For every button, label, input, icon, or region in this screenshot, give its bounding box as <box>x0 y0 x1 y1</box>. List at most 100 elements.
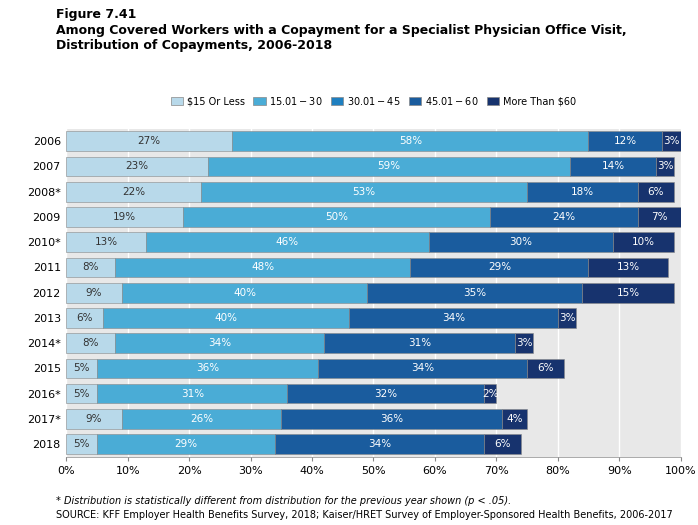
Text: 36%: 36% <box>196 363 219 373</box>
Bar <box>66 156 207 176</box>
Legend: $15 Or Less, $15.01 - $30, $30.01 - $45, $45.01 - $60, More Than $60: $15 Or Less, $15.01 - $30, $30.01 - $45,… <box>167 91 580 111</box>
Text: 15%: 15% <box>617 288 640 298</box>
Text: 10%: 10% <box>632 237 655 247</box>
Bar <box>588 258 668 277</box>
Bar <box>318 359 527 378</box>
Text: 22%: 22% <box>122 187 145 197</box>
Text: 53%: 53% <box>352 187 376 197</box>
Text: 6%: 6% <box>77 313 93 323</box>
Text: Among Covered Workers with a Copayment for a Specialist Physician Office Visit,: Among Covered Workers with a Copayment f… <box>56 24 627 37</box>
Bar <box>662 131 681 151</box>
Text: 24%: 24% <box>552 212 575 222</box>
Bar <box>66 409 121 429</box>
Text: 9%: 9% <box>86 414 102 424</box>
Bar <box>281 409 503 429</box>
Bar <box>429 233 613 252</box>
Bar <box>637 207 681 227</box>
Text: * Distribution is statistically different from distribution for the previous yea: * Distribution is statistically differen… <box>56 496 511 506</box>
Bar <box>121 283 367 302</box>
Bar <box>207 156 570 176</box>
Bar <box>613 233 674 252</box>
Bar <box>410 258 588 277</box>
Text: 30%: 30% <box>510 237 533 247</box>
Bar <box>232 131 588 151</box>
Text: 14%: 14% <box>602 162 625 172</box>
Text: 8%: 8% <box>82 338 99 348</box>
Bar <box>288 384 484 404</box>
Text: 5%: 5% <box>73 439 90 449</box>
Bar <box>66 207 183 227</box>
Text: 8%: 8% <box>82 262 99 272</box>
Bar <box>325 333 514 353</box>
Text: 34%: 34% <box>368 439 391 449</box>
Text: 46%: 46% <box>276 237 299 247</box>
Bar <box>115 333 325 353</box>
Text: 29%: 29% <box>174 439 198 449</box>
Bar <box>490 207 637 227</box>
Bar <box>558 308 576 328</box>
Text: 3%: 3% <box>657 162 674 172</box>
Bar <box>66 434 97 454</box>
Text: 6%: 6% <box>494 439 511 449</box>
Bar <box>121 409 281 429</box>
Text: 13%: 13% <box>95 237 118 247</box>
Text: 48%: 48% <box>251 262 274 272</box>
Bar <box>66 182 202 202</box>
Text: 6%: 6% <box>537 363 554 373</box>
Text: 7%: 7% <box>651 212 667 222</box>
Bar <box>275 434 484 454</box>
Text: 31%: 31% <box>181 388 204 398</box>
Bar <box>97 359 318 378</box>
Text: 12%: 12% <box>614 136 637 146</box>
Bar <box>484 384 496 404</box>
Bar <box>514 333 533 353</box>
Text: 29%: 29% <box>488 262 511 272</box>
Bar <box>527 359 564 378</box>
Text: 23%: 23% <box>126 162 149 172</box>
Bar <box>66 258 115 277</box>
Text: 5%: 5% <box>73 388 90 398</box>
Text: Figure 7.41: Figure 7.41 <box>56 8 136 21</box>
Bar <box>97 434 275 454</box>
Bar <box>582 283 674 302</box>
Bar <box>183 207 490 227</box>
Bar <box>66 308 103 328</box>
Text: 3%: 3% <box>516 338 532 348</box>
Text: 27%: 27% <box>138 136 161 146</box>
Text: 59%: 59% <box>377 162 401 172</box>
Bar <box>66 131 232 151</box>
Bar <box>103 308 349 328</box>
Text: 5%: 5% <box>73 363 90 373</box>
Bar <box>97 384 288 404</box>
Text: 40%: 40% <box>214 313 237 323</box>
Text: 19%: 19% <box>113 212 136 222</box>
Bar <box>66 283 121 302</box>
Text: 18%: 18% <box>571 187 594 197</box>
Bar <box>66 333 115 353</box>
Bar <box>146 233 429 252</box>
Text: 58%: 58% <box>399 136 422 146</box>
Text: 3%: 3% <box>663 136 680 146</box>
Bar <box>66 233 146 252</box>
Text: 6%: 6% <box>648 187 664 197</box>
Bar <box>588 131 662 151</box>
Text: 9%: 9% <box>86 288 102 298</box>
Bar <box>66 359 97 378</box>
Text: SOURCE: KFF Employer Health Benefits Survey, 2018; Kaiser/HRET Survey of Employe: SOURCE: KFF Employer Health Benefits Sur… <box>56 510 673 520</box>
Text: 40%: 40% <box>233 288 256 298</box>
Text: 34%: 34% <box>411 363 434 373</box>
Text: 3%: 3% <box>558 313 575 323</box>
Bar <box>349 308 558 328</box>
Bar <box>484 434 521 454</box>
Text: 35%: 35% <box>463 288 487 298</box>
Text: Distribution of Copayments, 2006-2018: Distribution of Copayments, 2006-2018 <box>56 39 332 52</box>
Bar <box>367 283 582 302</box>
Bar <box>115 258 410 277</box>
Bar <box>637 182 674 202</box>
Text: 31%: 31% <box>408 338 431 348</box>
Bar <box>503 409 527 429</box>
Text: 4%: 4% <box>507 414 523 424</box>
Bar <box>202 182 527 202</box>
Bar <box>570 156 656 176</box>
Text: 32%: 32% <box>374 388 397 398</box>
